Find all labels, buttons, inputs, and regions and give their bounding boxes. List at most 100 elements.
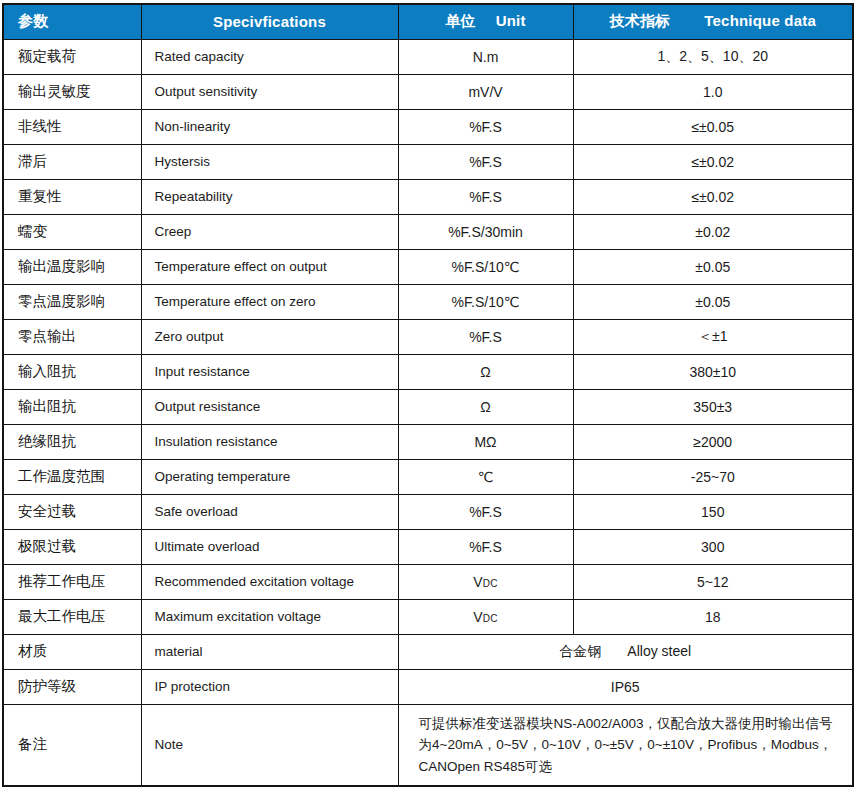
param-value: 300 <box>573 529 853 564</box>
param-name-en: Temperature effect on output <box>141 249 398 284</box>
table-row-safe-overload: 安全过载 Safe overload %F.S 150 <box>3 494 853 529</box>
param-name-cn: 备注 <box>3 704 141 786</box>
param-value: 1、2、5、10、20 <box>573 39 853 74</box>
header-unit: 单位 Unit <box>398 4 573 39</box>
param-name-cn: 极限过载 <box>3 529 141 564</box>
table-row-non-linearity: 非线性 Non-linearity %F.S ≤±0.05 <box>3 109 853 144</box>
param-name-cn: 非线性 <box>3 109 141 144</box>
param-unit: %F.S <box>398 529 573 564</box>
param-value: 150 <box>573 494 853 529</box>
header-unit-en: Unit <box>496 12 526 29</box>
param-unit: %F.S <box>398 494 573 529</box>
param-unit: %F.S <box>398 179 573 214</box>
param-name-en: Note <box>141 704 398 786</box>
param-name-cn: 零点输出 <box>3 319 141 354</box>
param-name-en: Output resistance <box>141 389 398 424</box>
table-row-hysteresis: 滞后 Hystersis %F.S ≤±0.02 <box>3 144 853 179</box>
param-unit: ℃ <box>398 459 573 494</box>
param-name-cn: 防护等级 <box>3 669 141 704</box>
table-row-repeatability: 重复性 Repeatability %F.S ≤±0.02 <box>3 179 853 214</box>
table-row-zero-output: 零点输出 Zero output %F.S ＜±1 <box>3 319 853 354</box>
param-unit: %F.S/30min <box>398 214 573 249</box>
param-name-cn: 最大工作电压 <box>3 599 141 634</box>
param-name-cn: 重复性 <box>3 179 141 214</box>
param-value: ≤±0.05 <box>573 109 853 144</box>
param-name-en: Zero output <box>141 319 398 354</box>
table-row-input-resistance: 输入阻抗 Input resistance Ω 380±10 <box>3 354 853 389</box>
param-value: ±0.05 <box>573 284 853 319</box>
param-unit: Ω <box>398 354 573 389</box>
param-value: 1.0 <box>573 74 853 109</box>
table-row-recommended-excitation-voltage: 推荐工作电压 Recommended excitation voltage VD… <box>3 564 853 599</box>
param-value: -25~70 <box>573 459 853 494</box>
param-name-cn: 输出阻抗 <box>3 389 141 424</box>
param-name-cn: 额定载荷 <box>3 39 141 74</box>
param-name-en: Output sensitivity <box>141 74 398 109</box>
table-row-ultimate-overload: 极限过载 Ultimate overload %F.S 300 <box>3 529 853 564</box>
table-row-note: 备注 Note 可提供标准变送器模块NS-A002/A003，仅配合放大器使用时… <box>3 704 853 786</box>
param-value: 5~12 <box>573 564 853 599</box>
param-name-en: Temperature effect on zero <box>141 284 398 319</box>
param-name-en: Non-linearity <box>141 109 398 144</box>
param-name-en: IP protection <box>141 669 398 704</box>
note-text: 可提供标准变送器模块NS-A002/A003，仅配合放大器使用时输出信号为4~2… <box>398 704 853 786</box>
param-name-en: Safe overload <box>141 494 398 529</box>
param-unit: %F.S/10℃ <box>398 284 573 319</box>
param-name-en: Input resistance <box>141 354 398 389</box>
param-value: ≤±0.02 <box>573 179 853 214</box>
param-name-cn: 推荐工作电压 <box>3 564 141 599</box>
param-value: ≤±0.02 <box>573 144 853 179</box>
param-name-en: Operating temperature <box>141 459 398 494</box>
table-row-insulation-resistance: 绝缘阻抗 Insulation resistance MΩ ≥2000 <box>3 424 853 459</box>
param-name-en: Repeatability <box>141 179 398 214</box>
param-unit: %F.S/10℃ <box>398 249 573 284</box>
param-unit: mV/V <box>398 74 573 109</box>
param-value: ±0.05 <box>573 249 853 284</box>
header-specifications: Specivfications <box>141 4 398 39</box>
unit-main: V <box>473 609 482 625</box>
param-unit: %F.S <box>398 319 573 354</box>
param-name-cn: 零点温度影响 <box>3 284 141 319</box>
param-name-en: Hystersis <box>141 144 398 179</box>
param-name-en: material <box>141 634 398 669</box>
param-unit: %F.S <box>398 109 573 144</box>
table-row-temp-effect-output: 输出温度影响 Temperature effect on output %F.S… <box>3 249 853 284</box>
material-cn: 合金钢 <box>559 643 601 659</box>
param-name-cn: 绝缘阻抗 <box>3 424 141 459</box>
table-row-ip-protection: 防护等级 IP protection IP65 <box>3 669 853 704</box>
param-name-en: Creep <box>141 214 398 249</box>
param-name-en: Rated capacity <box>141 39 398 74</box>
param-value-merged: 合金钢 Alloy steel <box>398 634 853 669</box>
param-unit: Ω <box>398 389 573 424</box>
unit-main: V <box>473 574 482 590</box>
param-name-cn: 滞后 <box>3 144 141 179</box>
param-name-en: Recommended excitation voltage <box>141 564 398 599</box>
table-row-material: 材质 material 合金钢Alloy steel <box>3 634 853 669</box>
spec-sheet-page: 参数 Specivfications 单位 Unit 技术指标 Technique … <box>0 0 854 799</box>
table-row-rated-capacity: 额定载荷 Rated capacity N.m 1、2、5、10、20 <box>3 39 853 74</box>
param-value: ≥2000 <box>573 424 853 459</box>
table-row-temp-effect-zero: 零点温度影响 Temperature effect on zero %F.S/1… <box>3 284 853 319</box>
param-value: 380±10 <box>573 354 853 389</box>
table-row-output-sensitivity: 输出灵敏度 Output sensitivity mV/V 1.0 <box>3 74 853 109</box>
param-value: 18 <box>573 599 853 634</box>
param-unit: N.m <box>398 39 573 74</box>
param-name-cn: 输出温度影响 <box>3 249 141 284</box>
table-header-row: 参数 Specivfications 单位 Unit 技术指标 Technique … <box>3 4 853 39</box>
header-unit-cn: 单位 <box>445 12 475 29</box>
header-tech-cn: 技术指标 <box>609 12 670 29</box>
param-name-cn: 输出灵敏度 <box>3 74 141 109</box>
param-name-en: Ultimate overload <box>141 529 398 564</box>
header-param: 参数 <box>3 4 141 39</box>
table-row-operating-temperature: 工作温度范围 Operating temperature ℃ -25~70 <box>3 459 853 494</box>
param-name-en: Insulation resistance <box>141 424 398 459</box>
param-unit: %F.S <box>398 144 573 179</box>
param-name-cn: 工作温度范围 <box>3 459 141 494</box>
material-en: Alloy steel <box>627 643 691 659</box>
param-value: ±0.02 <box>573 214 853 249</box>
header-technique-data: 技术指标 Technique data <box>573 4 853 39</box>
param-value: ＜±1 <box>573 319 853 354</box>
param-name-cn: 蠕变 <box>3 214 141 249</box>
param-unit: VDC <box>398 564 573 599</box>
header-tech-en: Technique data <box>704 12 816 29</box>
